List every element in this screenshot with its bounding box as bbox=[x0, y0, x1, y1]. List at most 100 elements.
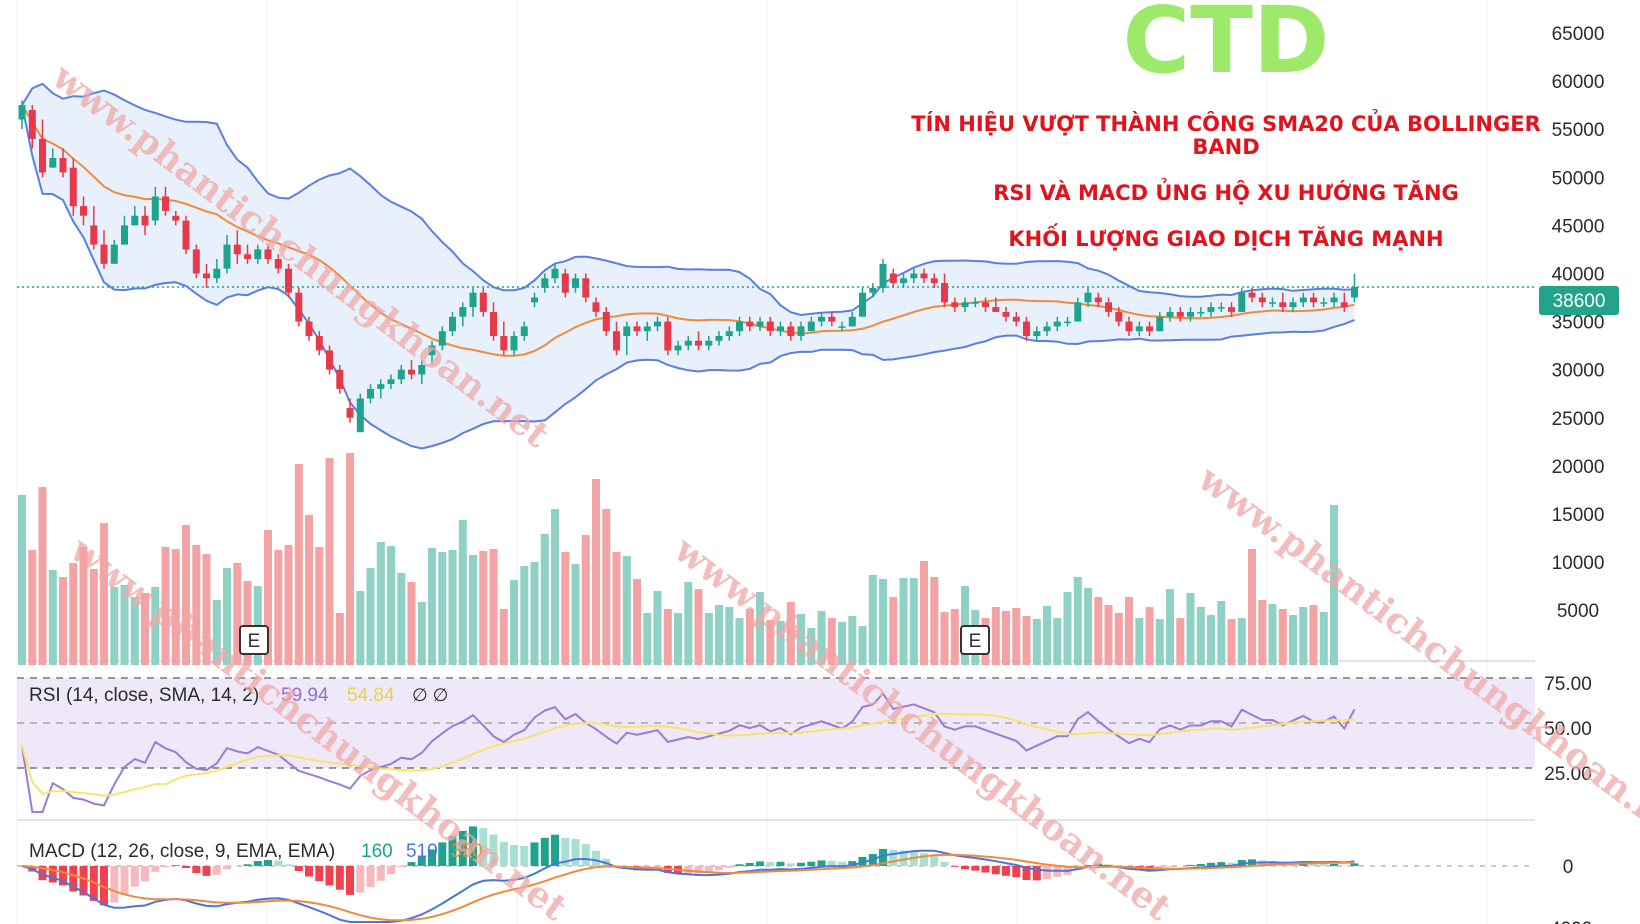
candle-body bbox=[449, 316, 456, 332]
volume-bar bbox=[807, 628, 816, 665]
macd-hist-bar bbox=[110, 866, 119, 903]
earnings-marker[interactable]: E bbox=[239, 625, 269, 655]
volume-bar bbox=[130, 597, 139, 665]
candle-body bbox=[520, 326, 528, 336]
volume-bar bbox=[581, 535, 590, 665]
volume-bar bbox=[1166, 589, 1174, 665]
volume-bar bbox=[18, 495, 26, 665]
macd-hist-bar bbox=[243, 864, 252, 866]
price-tick-label: 10000 bbox=[1552, 553, 1605, 574]
bollinger-lower-line bbox=[21, 104, 1355, 450]
volume-bar bbox=[1237, 618, 1246, 665]
macd-hist-bar bbox=[274, 860, 283, 866]
earnings-marker[interactable]: E bbox=[960, 625, 990, 655]
volume-bar bbox=[499, 609, 508, 665]
volume-bar bbox=[1289, 615, 1297, 665]
volume-bar bbox=[489, 549, 498, 665]
candle-body bbox=[1299, 297, 1307, 303]
candle-body bbox=[572, 278, 579, 288]
volume-bar bbox=[745, 609, 754, 665]
macd-hist-bar bbox=[38, 866, 47, 881]
volume-bar bbox=[1268, 604, 1277, 665]
candle-body bbox=[1197, 312, 1205, 314]
macd-signal-value: 350 bbox=[451, 841, 483, 862]
volume-bar bbox=[520, 566, 529, 665]
candle-body bbox=[1012, 316, 1020, 322]
candle-body bbox=[438, 331, 446, 346]
candle-body bbox=[848, 316, 856, 327]
macd-hist-bar bbox=[325, 866, 334, 886]
macd-hist-bar bbox=[520, 845, 529, 866]
candle-body bbox=[1135, 326, 1143, 332]
candle-body bbox=[1187, 312, 1194, 317]
volume-bar bbox=[1299, 607, 1308, 665]
candle-body bbox=[203, 273, 210, 279]
price-tick-label: 55000 bbox=[1552, 120, 1605, 141]
volume-bar bbox=[264, 530, 272, 665]
candle-body bbox=[346, 408, 354, 418]
macd-hist-bar bbox=[428, 849, 436, 866]
candle-body bbox=[151, 196, 159, 221]
volume-bar bbox=[387, 546, 395, 665]
macd-hist-bar bbox=[561, 838, 570, 866]
candle-body bbox=[162, 196, 169, 211]
candle-body bbox=[1146, 326, 1153, 332]
volume-bar bbox=[243, 581, 252, 665]
vertical-grid bbox=[16, 0, 1488, 924]
volume-bar bbox=[1094, 597, 1103, 665]
candle-body bbox=[141, 215, 149, 226]
macd-hist-bar bbox=[48, 866, 57, 883]
candle-body bbox=[428, 345, 436, 356]
candle-body bbox=[531, 297, 538, 303]
macd-hist-bar bbox=[540, 837, 549, 866]
candle-body bbox=[664, 321, 672, 351]
volume-bar bbox=[479, 551, 488, 665]
candle-body bbox=[223, 244, 231, 269]
macd-hist-bar bbox=[1309, 863, 1318, 866]
macd-hist-bar bbox=[1084, 865, 1092, 866]
volume-bar bbox=[848, 616, 857, 665]
candle-body bbox=[992, 307, 1000, 312]
macd-hist-bar bbox=[1002, 866, 1010, 876]
volume-bar bbox=[817, 611, 826, 665]
macd-hist-bar bbox=[335, 866, 344, 890]
volume-bar bbox=[233, 563, 242, 665]
candle-body bbox=[1279, 302, 1287, 308]
candle-body bbox=[295, 292, 303, 322]
volume-bar bbox=[704, 613, 713, 665]
macd-hist-bar bbox=[407, 862, 416, 866]
candle-body bbox=[1053, 321, 1061, 327]
macd-legend-name: MACD (12, 26, close, 9, EMA, EMA) bbox=[29, 841, 335, 862]
macd-hist-value: 160 bbox=[361, 841, 393, 862]
volume-bar bbox=[571, 564, 580, 665]
price-tick-label: 15000 bbox=[1552, 505, 1605, 526]
volume-bar bbox=[879, 579, 887, 665]
candle-body bbox=[510, 336, 518, 351]
svg-text:E: E bbox=[248, 631, 261, 652]
candle-body bbox=[192, 249, 200, 274]
volume-bar bbox=[325, 458, 334, 665]
volume-bar bbox=[1022, 616, 1031, 665]
candle-body bbox=[971, 302, 979, 304]
macd-hist-bar bbox=[694, 866, 703, 874]
macd-hist-bar bbox=[1330, 864, 1338, 866]
volume-bar bbox=[1330, 505, 1338, 665]
price-tick-label: 45000 bbox=[1552, 216, 1605, 237]
volume-bar bbox=[171, 549, 180, 665]
volume-bar bbox=[448, 550, 457, 665]
macd-hist-bar bbox=[223, 866, 231, 870]
macd-hist-bar bbox=[182, 866, 190, 869]
price-tick-label: 40000 bbox=[1552, 265, 1605, 286]
volume-bar bbox=[79, 547, 88, 665]
volume-bar bbox=[458, 520, 467, 665]
volume-bar bbox=[366, 568, 375, 665]
candle-body bbox=[684, 340, 692, 346]
candle-body bbox=[1258, 297, 1266, 303]
volume-bar bbox=[1207, 615, 1215, 665]
volume-bar bbox=[1073, 577, 1082, 665]
volume-bar bbox=[1053, 618, 1062, 665]
rsi-tick-label: 75.00 bbox=[1544, 674, 1592, 695]
macd-hist-bar bbox=[530, 842, 539, 866]
volume-bar bbox=[838, 622, 846, 665]
volume-bar bbox=[397, 573, 406, 665]
